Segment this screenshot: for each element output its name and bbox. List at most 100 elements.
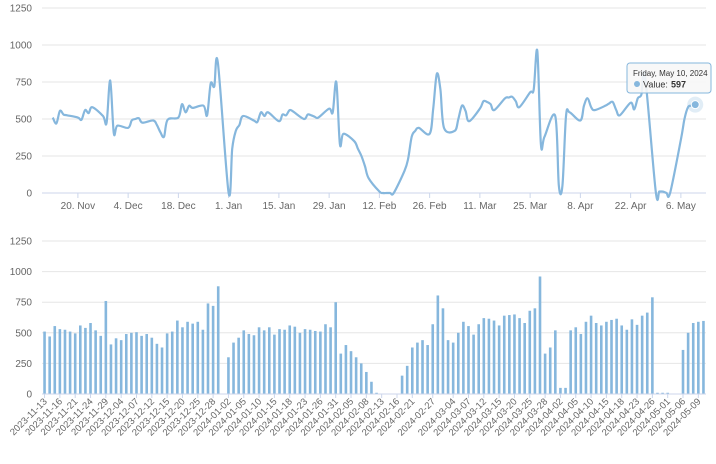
bar bbox=[298, 332, 302, 394]
bar bbox=[441, 308, 445, 394]
y-tick-label: 0 bbox=[26, 189, 32, 200]
bar bbox=[73, 333, 77, 394]
tooltip-value: 597 bbox=[671, 80, 686, 90]
bar bbox=[543, 353, 547, 394]
x-tick-label: 12. Feb bbox=[362, 201, 396, 212]
line-series bbox=[51, 48, 696, 202]
bar bbox=[426, 345, 429, 394]
bar bbox=[227, 357, 230, 394]
bar bbox=[242, 330, 246, 394]
bar bbox=[89, 323, 92, 394]
bar bbox=[702, 320, 705, 394]
bar bbox=[339, 353, 343, 394]
bar bbox=[446, 340, 450, 394]
bar bbox=[344, 345, 348, 394]
bar bbox=[538, 276, 542, 394]
bar bbox=[533, 308, 537, 394]
bar bbox=[528, 310, 532, 394]
bar bbox=[436, 295, 440, 394]
bar bbox=[145, 334, 149, 394]
bar bbox=[467, 326, 470, 394]
y-tick-label: 250 bbox=[15, 359, 32, 370]
y-tick-label: 250 bbox=[15, 152, 32, 163]
bar bbox=[104, 300, 108, 394]
bar bbox=[262, 330, 266, 394]
bar bbox=[635, 324, 639, 394]
bar bbox=[206, 303, 210, 394]
bar bbox=[421, 340, 424, 394]
x-tick-label: 18. Dec bbox=[161, 201, 195, 212]
x-tick-label: 22. Apr bbox=[615, 201, 647, 212]
bar bbox=[697, 321, 700, 394]
bar bbox=[508, 315, 511, 394]
bar bbox=[605, 321, 608, 394]
bar bbox=[497, 325, 501, 394]
bar bbox=[411, 347, 414, 394]
bar bbox=[130, 332, 133, 394]
bar bbox=[579, 334, 583, 394]
bar bbox=[513, 314, 516, 394]
bar bbox=[548, 347, 552, 394]
y-tick-label: 1000 bbox=[10, 267, 33, 278]
bar bbox=[237, 337, 240, 394]
y-tick-label: 500 bbox=[15, 328, 32, 339]
x-tick-label: 8. Apr bbox=[567, 201, 594, 212]
bar bbox=[651, 297, 654, 394]
bar bbox=[359, 363, 363, 394]
bar bbox=[610, 319, 613, 394]
tooltip-label: Value: bbox=[643, 80, 668, 90]
bar bbox=[431, 324, 435, 394]
bar bbox=[681, 349, 685, 394]
x-tick-label: 1. Jan bbox=[215, 201, 242, 212]
bar bbox=[109, 344, 113, 394]
bar bbox=[48, 336, 51, 394]
tooltip-dot bbox=[634, 81, 640, 87]
bar bbox=[278, 329, 281, 394]
bar bbox=[400, 375, 404, 394]
bar bbox=[160, 347, 164, 394]
bar bbox=[691, 323, 695, 394]
bar bbox=[645, 312, 649, 394]
x-tick-label: 26. Feb bbox=[413, 201, 447, 212]
bar bbox=[308, 329, 312, 394]
bar bbox=[94, 330, 97, 394]
bar bbox=[686, 332, 690, 394]
bar bbox=[68, 331, 72, 394]
bar bbox=[247, 334, 251, 394]
bar bbox=[354, 357, 358, 394]
bar bbox=[451, 342, 455, 394]
bar bbox=[365, 371, 368, 394]
bar bbox=[569, 330, 572, 394]
bar bbox=[43, 331, 46, 394]
bar bbox=[625, 329, 629, 394]
bar bbox=[293, 326, 297, 394]
bar bbox=[114, 338, 118, 394]
bar bbox=[630, 319, 634, 394]
bar bbox=[124, 334, 128, 394]
bar bbox=[84, 327, 87, 394]
x-tick-label: 11. Mar bbox=[463, 201, 497, 212]
bar bbox=[462, 321, 465, 394]
bar bbox=[53, 326, 57, 394]
tooltip: Friday, May 10, 2024 Value: 597 bbox=[626, 62, 712, 94]
bar bbox=[349, 351, 353, 394]
x-tick-label: 25. Mar bbox=[513, 201, 548, 212]
x-tick-label: 15. Jan bbox=[262, 201, 295, 212]
bar bbox=[482, 318, 486, 394]
bar bbox=[119, 340, 123, 394]
bar bbox=[283, 329, 286, 394]
bar bbox=[211, 305, 215, 394]
bar bbox=[640, 315, 644, 394]
bar bbox=[666, 392, 669, 394]
hover-point bbox=[690, 100, 700, 110]
bar bbox=[58, 329, 62, 394]
bar bbox=[170, 331, 174, 394]
bar bbox=[656, 392, 659, 394]
bar bbox=[615, 318, 618, 394]
bar bbox=[196, 321, 200, 394]
x-tick-label: 29. Jan bbox=[313, 201, 346, 212]
bar bbox=[518, 318, 521, 394]
bar bbox=[574, 327, 578, 394]
